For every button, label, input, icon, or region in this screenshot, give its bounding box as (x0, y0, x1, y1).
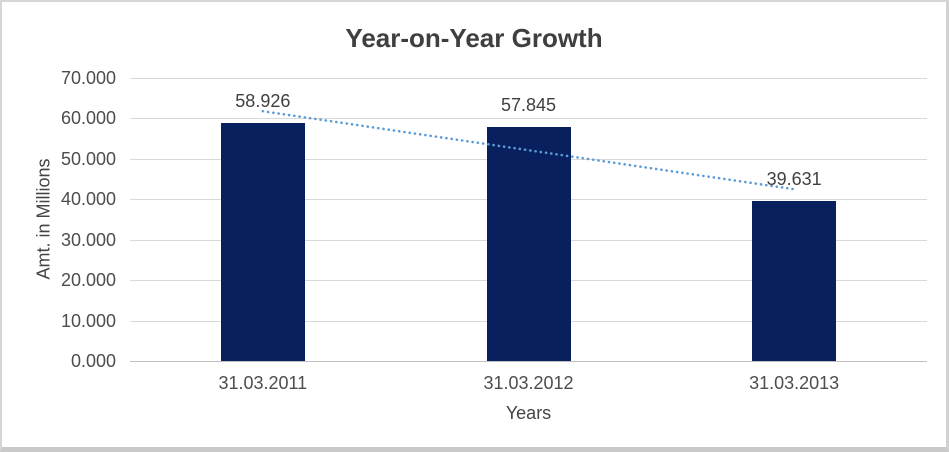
data-label: 39.631 (766, 168, 822, 189)
gridline (130, 361, 927, 362)
bar-31.03.2012 (486, 127, 571, 361)
y-axis-title: Amt. in Millions (33, 158, 54, 280)
data-label: 58.926 (235, 90, 291, 111)
chart-title: Year-on-Year Growth (345, 23, 603, 53)
bar-31.03.2013 (752, 200, 837, 361)
gridline (130, 118, 927, 120)
y-axis-tick-label: 40.000 (60, 189, 116, 210)
x-axis-category-label: 31.03.2013 (749, 373, 840, 393)
y-axis-tick-label: 0.000 (70, 351, 116, 371)
y-axis-tick-label: 70.000 (60, 68, 116, 88)
y-axis-tick-label: 60.000 (60, 108, 116, 129)
y-axis-tick-label: 10.000 (60, 310, 116, 331)
data-label: 57.845 (500, 95, 557, 116)
gridline (130, 78, 927, 79)
plot-area: 58.926 57.845 39.631 31.03.2011 31.03.2012 3… (130, 78, 927, 392)
y-axis-tick-label: 20.000 (60, 270, 116, 291)
x-axis-category-label: 31.03.2011 (218, 373, 308, 393)
x-axis-category-label: 31.03.2012 (483, 373, 574, 393)
y-axis-tick-label: 30.000 (60, 229, 116, 250)
x-axis-title: Years (505, 403, 552, 423)
bar-31.03.2011 (220, 122, 305, 361)
y-axis-tick-label: 50.000 (60, 148, 116, 169)
